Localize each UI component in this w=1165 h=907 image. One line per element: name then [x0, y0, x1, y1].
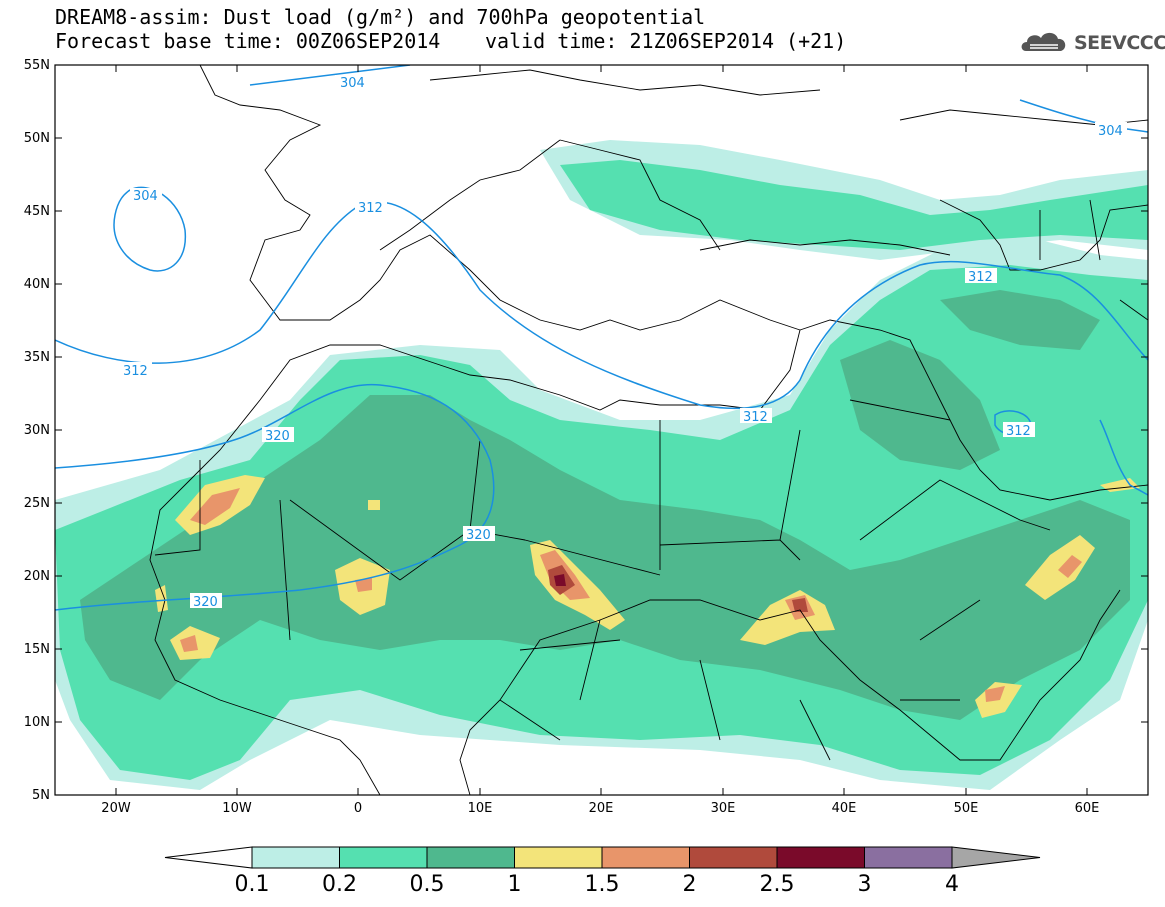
geopotential-contours: [55, 65, 1148, 611]
lat-tick-label: 15N: [24, 642, 50, 657]
colorbar-segment: [251, 846, 340, 869]
coastlines: [149, 65, 1148, 795]
colorbar-level-label: 2.5: [759, 872, 795, 897]
colorbar-level-label: 0.5: [409, 872, 445, 897]
valid-time: valid time: 21Z06SEP2014 (+21): [485, 29, 847, 53]
contour-label: 304: [133, 189, 158, 204]
contour-label: 320: [466, 528, 491, 543]
lon-tick-label: 60E: [1075, 801, 1100, 816]
lat-tick-label: 10N: [24, 715, 50, 730]
lat-tick-label: 40N: [24, 277, 50, 292]
longitude-axis: 20W 10W 0 10E 20E 30E 40E 50E 60E: [101, 801, 1099, 816]
lat-tick-label: 20N: [24, 569, 50, 584]
contour-label: 320: [193, 595, 218, 610]
contour-label-group: 304 304 304 312 312 312 312 312 320 320 …: [120, 75, 1127, 610]
colorbar-segment: [864, 846, 953, 869]
lon-tick-label: 10W: [222, 801, 252, 816]
colorbar-level-label: 2: [682, 872, 697, 897]
contour-label: 312: [1006, 424, 1031, 439]
lat-tick-label: 30N: [24, 423, 50, 438]
cloud-icon: [1021, 32, 1066, 51]
colorbar-level-label: 0.2: [322, 872, 357, 897]
lon-tick-label: 30E: [711, 801, 736, 816]
colorbar-segment: [339, 846, 428, 869]
lon-tick-label: 20E: [589, 801, 614, 816]
lon-tick-label: 40E: [832, 801, 857, 816]
colorbar-level-label: 4: [945, 872, 959, 897]
lat-tick-label: 55N: [24, 58, 50, 73]
colorbar-level-label: 3: [857, 872, 872, 897]
lat-tick-label: 45N: [24, 204, 50, 219]
colorbar-level-label: 0.1: [234, 872, 270, 897]
forecast-base-time: Forecast base time: 00Z06SEP2014: [55, 29, 441, 53]
latitude-axis: 5N 10N 15N 20N 25N 30N 35N 40N 45N 50N 5…: [24, 58, 50, 803]
seevccc-logo: SEEVCCC: [1018, 27, 1165, 57]
colorbar-segment: [601, 846, 690, 869]
map-title: DREAM8-assim: Dust load (g/m²) and 700hP…: [55, 5, 706, 29]
colorbar: [164, 846, 1041, 869]
contour-label: 304: [340, 76, 365, 91]
colorbar-segment: [776, 846, 865, 869]
colorbar-segment: [426, 846, 515, 869]
lat-tick-label: 50N: [24, 131, 50, 146]
lat-tick-label: 25N: [24, 496, 50, 511]
colorbar-over-triangle: [951, 846, 1041, 869]
contour-label: 304: [1098, 124, 1123, 139]
colorbar-under-triangle: [164, 846, 253, 869]
contour-label: 312: [358, 201, 383, 216]
lon-tick-label: 50E: [954, 801, 979, 816]
colorbar-segment: [689, 846, 778, 869]
lat-tick-label: 5N: [32, 788, 50, 803]
colorbar-segment: [514, 846, 603, 869]
colorbar-level-label: 1.5: [584, 872, 620, 897]
dust-level-0.5: [80, 395, 1130, 720]
lon-tick-label: 10E: [468, 801, 493, 816]
contour-label: 312: [968, 270, 993, 285]
contour-label: 312: [743, 410, 768, 425]
lon-tick-label: 0: [354, 801, 362, 816]
contour-label: 320: [265, 429, 290, 444]
contour-label: 312: [123, 364, 148, 379]
lat-tick-label: 35N: [24, 350, 50, 365]
dust-level-2.5: [554, 574, 566, 586]
logo-text: SEEVCCC: [1074, 32, 1165, 54]
dust-fields: [55, 140, 1148, 790]
lon-tick-label: 20W: [101, 801, 131, 816]
dust-level-1.5: [190, 488, 240, 525]
colorbar-level-label: 1: [507, 872, 522, 897]
